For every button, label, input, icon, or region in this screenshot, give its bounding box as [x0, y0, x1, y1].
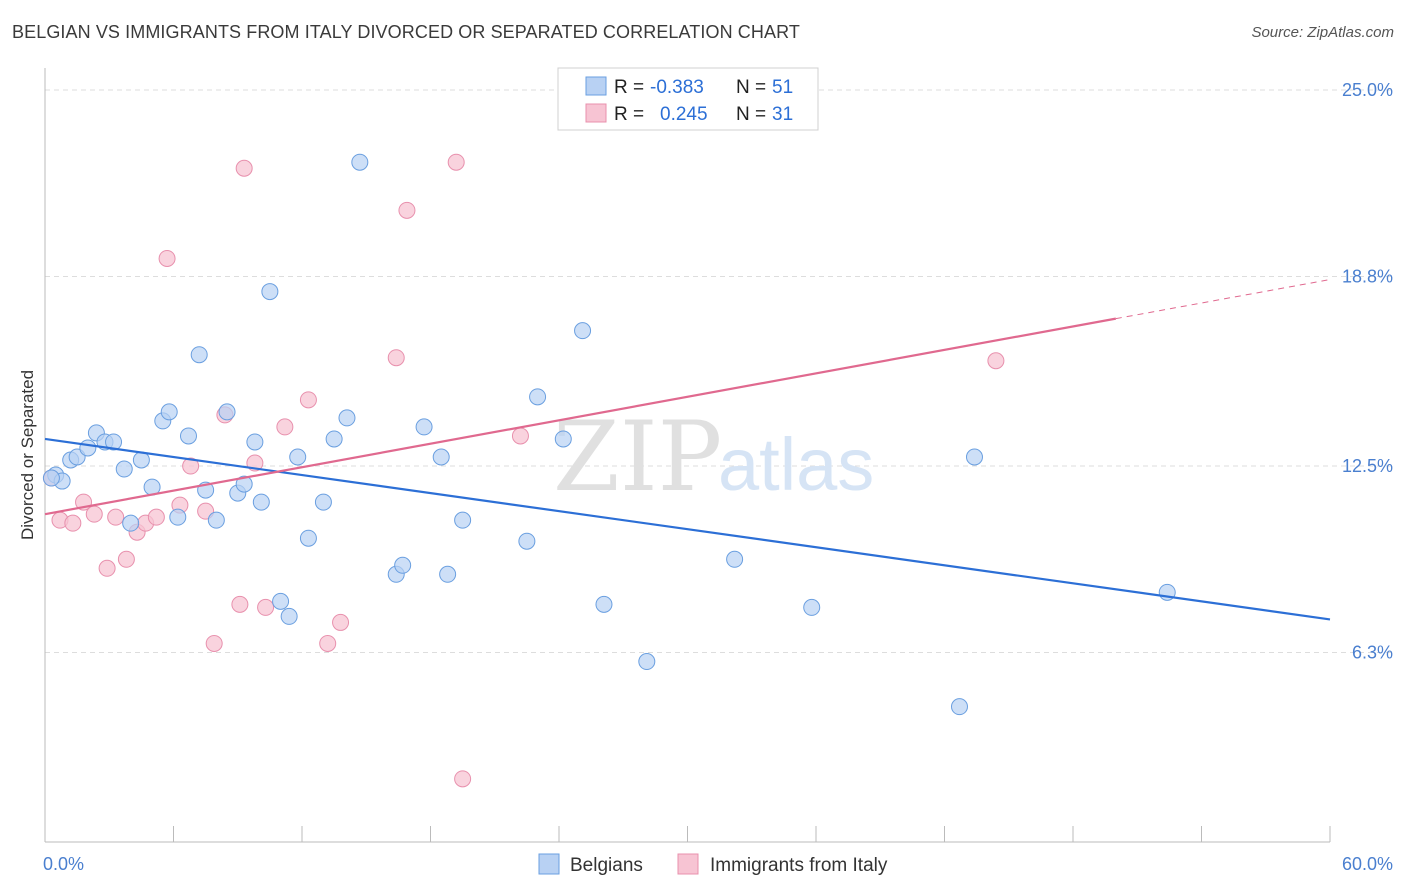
y-tick-label: 6.3% [1352, 643, 1393, 663]
belgians-trend-line [44, 437, 1331, 621]
belgians-point [246, 433, 264, 451]
x-tick-label: 60.0% [1342, 854, 1393, 874]
belgians-point [314, 493, 332, 511]
belgians-point [518, 532, 536, 550]
legend-swatch-italy [585, 103, 607, 123]
bottom-legend-belgians: Belgians [570, 855, 643, 876]
belgians-point [338, 409, 356, 427]
watermark-atlas: atlas [718, 423, 874, 506]
belgians-point [179, 427, 197, 445]
italy-point [398, 201, 416, 219]
italy-point [257, 598, 275, 616]
italy-point [158, 249, 176, 267]
belgians-point [190, 346, 208, 364]
italy-point [231, 595, 249, 613]
bottom-legend-swatch-italy [677, 853, 699, 875]
italy-point [147, 508, 165, 526]
belgians-point [160, 403, 178, 421]
x-tick-labels: 0.0% 60.0% [43, 854, 1393, 874]
belgians-point [394, 556, 412, 574]
italy-point [987, 352, 1005, 370]
series-belgians [42, 153, 1176, 716]
italy-point [299, 391, 317, 409]
belgians-point [529, 388, 547, 406]
y-tick-label: 12.5% [1342, 456, 1393, 476]
belgians-point [439, 565, 457, 583]
legend-r-value-1: -0.383 [650, 77, 704, 98]
belgians-point [105, 433, 123, 451]
belgians-point [299, 529, 317, 547]
legend-n-value-2: 31 [772, 104, 793, 125]
bottom-legend-italy: Immigrants from Italy [710, 855, 888, 876]
belgians-point [803, 598, 821, 616]
italy-point [107, 508, 125, 526]
belgians-point [351, 153, 369, 171]
belgians-point [169, 508, 187, 526]
watermark: ZIP atlas [553, 401, 874, 513]
y-tick-label: 25.0% [1342, 80, 1393, 100]
italy-point [117, 550, 135, 568]
italy-point [182, 457, 200, 475]
belgians-point [122, 514, 140, 532]
source-label: Source: ZipAtlas.com [1251, 24, 1394, 41]
belgians-point [132, 451, 150, 469]
belgians-point [235, 475, 253, 493]
legend-n-label-1: N = [736, 77, 766, 98]
italy-point [454, 770, 472, 788]
belgians-point [115, 460, 133, 478]
legend-n-label-2: N = [736, 104, 766, 125]
belgians-point [42, 469, 60, 487]
belgians-point [261, 283, 279, 301]
bottom-legend-swatch-belgians [538, 853, 560, 875]
belgians-point [280, 607, 298, 625]
belgians-point [272, 592, 290, 610]
belgians-point [950, 698, 968, 716]
italy-point [85, 505, 103, 523]
trend-lines [44, 279, 1331, 621]
x-tick-label: 0.0% [43, 854, 84, 874]
belgians-point [415, 418, 433, 436]
italy-point [64, 514, 82, 532]
belgians-point [554, 430, 572, 448]
belgians-point [454, 511, 472, 529]
legend-r-label-2: R = [614, 104, 644, 125]
y-axis-label: Divorced or Separated [18, 370, 37, 540]
italy-point [235, 159, 253, 177]
italy-point [447, 153, 465, 171]
stats-legend: R = -0.383 N = 51 R = 0.245 N = 31 [557, 67, 819, 131]
belgians-point [965, 448, 983, 466]
italy-point [332, 613, 350, 631]
italy-point [319, 634, 337, 652]
italy-point [511, 427, 529, 445]
italy-trend-extension [1115, 279, 1331, 320]
belgians-point [207, 511, 225, 529]
belgians-point [574, 322, 592, 340]
bottom-legend: Belgians Immigrants from Italy [538, 853, 888, 876]
axes [44, 68, 1331, 843]
y-tick-label: 18.8% [1342, 267, 1393, 287]
italy-point [276, 418, 294, 436]
belgians-point [726, 550, 744, 568]
belgians-point [289, 448, 307, 466]
chart-title: BELGIAN VS IMMIGRANTS FROM ITALY DIVORCE… [12, 22, 800, 42]
belgians-point [595, 595, 613, 613]
italy-trend-line [44, 317, 1117, 516]
belgians-point [325, 430, 343, 448]
belgians-point [638, 653, 656, 671]
legend-swatch-belgians [585, 76, 607, 96]
italy-point [205, 634, 223, 652]
legend-r-value-2: 0.245 [660, 104, 708, 125]
belgians-point [432, 448, 450, 466]
legend-n-value-1: 51 [772, 77, 793, 98]
belgians-point [218, 403, 236, 421]
italy-point [387, 349, 405, 367]
belgians-point [79, 439, 97, 457]
grid-lines [45, 89, 1395, 654]
belgians-point [252, 493, 270, 511]
y-tick-labels: 6.3% 12.5% 18.8% 25.0% [1342, 80, 1393, 662]
legend-r-label-1: R = [614, 77, 644, 98]
italy-point [98, 559, 116, 577]
watermark-zip: ZIP [553, 401, 722, 513]
